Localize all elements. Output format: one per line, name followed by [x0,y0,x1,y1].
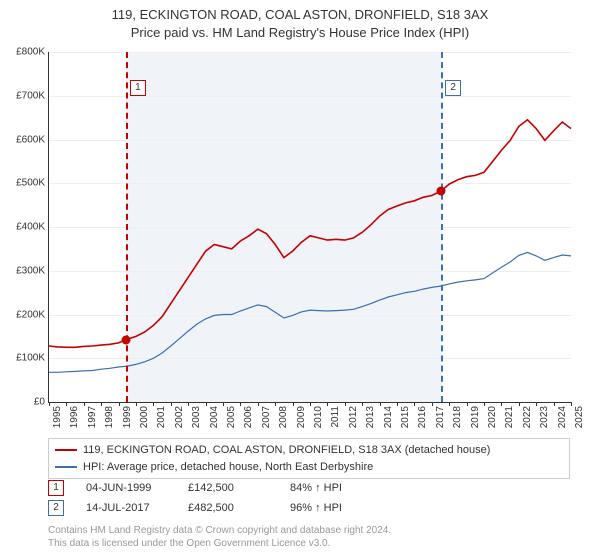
y-axis-label: £600K [16,134,45,145]
x-axis-label: 1996 [69,406,80,428]
x-axis-label: 2010 [313,406,324,428]
x-axis-label: 2015 [400,406,411,428]
x-axis-label: 2009 [296,406,307,428]
y-axis-label: £500K [16,178,45,189]
x-axis-label: 2019 [470,406,481,428]
event-pct-1: 84% ↑ HPI [290,482,370,494]
x-axis-label: 2014 [383,406,394,428]
footer: Contains HM Land Registry data © Crown c… [48,524,391,550]
y-axis-label: £0 [34,397,45,408]
legend-label-hpi: HPI: Average price, detached house, Nort… [83,459,373,476]
chart-titles: 119, ECKINGTON ROAD, COAL ASTON, DRONFIE… [0,0,600,41]
x-axis-label: 1999 [122,406,133,428]
title-line-2: Price paid vs. HM Land Registry's House … [0,24,600,42]
event-marker-1: 1 [48,480,64,496]
event-date-1: 04-JUN-1999 [86,482,166,494]
x-axis-label: 2001 [156,406,167,428]
chart-marker-dot [121,335,130,344]
x-axis-label: 2013 [365,406,376,428]
x-axis-label: 2011 [330,406,341,428]
x-axis-label: 2003 [191,406,202,428]
legend: 119, ECKINGTON ROAD, COAL ASTON, DRONFIE… [48,438,570,479]
x-axis-label: 2023 [539,406,550,428]
footer-line-2: This data is licensed under the Open Gov… [48,537,391,550]
event-marker-2: 2 [48,500,64,516]
event-date-2: 14-JUL-2017 [86,502,166,514]
chart-marker-box: 2 [445,80,461,96]
event-row-1: 1 04-JUN-1999 £142,500 84% ↑ HPI [48,480,370,496]
event-pct-2: 96% ↑ HPI [290,502,370,514]
event-row-2: 2 14-JUL-2017 £482,500 96% ↑ HPI [48,500,370,516]
legend-row-hpi: HPI: Average price, detached house, Nort… [55,459,563,476]
legend-label-property: 119, ECKINGTON ROAD, COAL ASTON, DRONFIE… [83,442,490,459]
x-axis-label: 2016 [417,406,428,428]
footer-line-1: Contains HM Land Registry data © Crown c… [48,524,391,537]
x-axis-label: 2012 [348,406,359,428]
legend-row-property: 119, ECKINGTON ROAD, COAL ASTON, DRONFIE… [55,442,563,459]
x-axis-label: 2005 [226,406,237,428]
x-axis-label: 2002 [174,406,185,428]
x-axis-label: 1998 [104,406,115,428]
y-axis-label: £400K [16,222,45,233]
x-axis-label: 2021 [504,406,515,428]
x-axis-label: 2017 [435,406,446,428]
x-axis-label: 2008 [278,406,289,428]
title-line-1: 119, ECKINGTON ROAD, COAL ASTON, DRONFIE… [0,6,600,24]
y-axis-label: £800K [16,47,45,58]
x-axis-label: 2018 [452,406,463,428]
x-axis-label: 1997 [87,406,98,428]
legend-swatch-property [55,449,77,451]
x-axis-label: 2020 [487,406,498,428]
legend-swatch-hpi [55,466,77,468]
x-axis-label: 2004 [209,406,220,428]
y-axis-label: £700K [16,90,45,101]
event-price-1: £142,500 [188,482,268,494]
x-axis-label: 2000 [139,406,150,428]
y-axis-label: £300K [16,265,45,276]
event-price-2: £482,500 [188,502,268,514]
chart-marker-dot [437,186,446,195]
x-axis-label: 2006 [243,406,254,428]
y-axis-label: £200K [16,309,45,320]
x-axis-label: 2022 [522,406,533,428]
chart-marker-box: 1 [130,80,146,96]
chart-plot-area: £0£100K£200K£300K£400K£500K£600K£700K£80… [48,52,571,403]
x-axis-label: 1995 [52,406,63,428]
x-axis-label: 2007 [261,406,272,428]
events-table: 1 04-JUN-1999 £142,500 84% ↑ HPI 2 14-JU… [48,480,370,520]
y-axis-label: £100K [16,353,45,364]
x-axis-label: 2024 [557,406,568,428]
x-axis-label: 2025 [574,406,585,428]
